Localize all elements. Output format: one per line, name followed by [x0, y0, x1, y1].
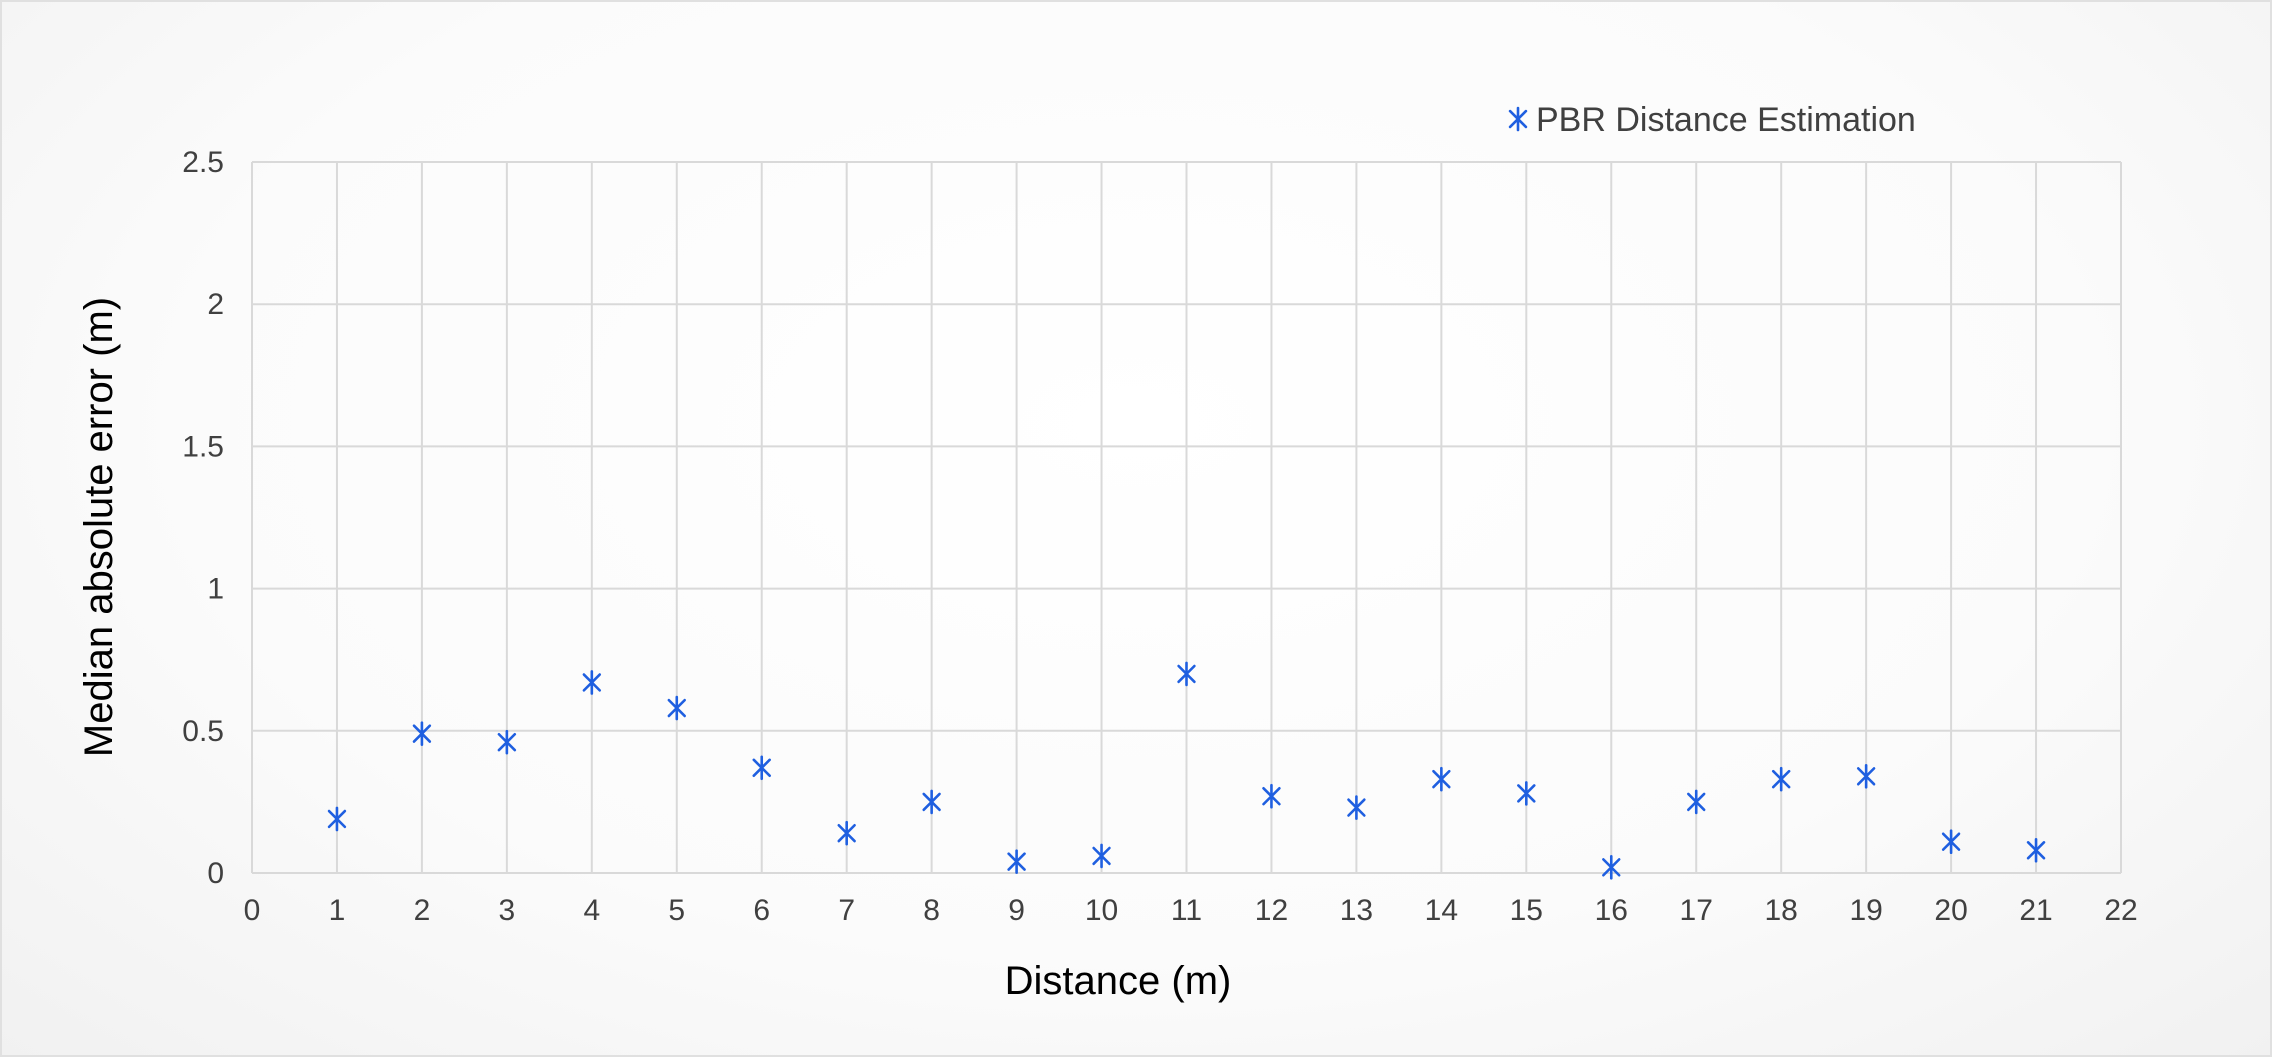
data-point: [1941, 829, 1961, 855]
legend-label: PBR Distance Estimation: [1536, 101, 1916, 139]
data-point: [752, 755, 771, 781]
data-point: [667, 695, 686, 721]
legend: PBR Distance Estimation: [1508, 101, 1916, 139]
x-tick-label: 22: [2104, 894, 2137, 927]
data-point: [327, 806, 347, 832]
data-point: [497, 729, 517, 755]
data-point: [837, 820, 856, 846]
data-point: [1771, 766, 1791, 792]
x-tick-label: 15: [1510, 894, 1543, 927]
y-tick-label: 1.5: [182, 430, 224, 463]
x-tick-labels: 0 1 2 3 4 5 6 7 8 9 10 11 12 13 14 15 16 17 18 19 20 21 22: [244, 894, 2138, 927]
legend-marker-icon: [1508, 106, 1528, 132]
data-point: [412, 721, 432, 746]
y-tick-label: 0: [207, 857, 224, 890]
x-tick-label: 12: [1255, 894, 1288, 927]
data-point: [1007, 849, 1026, 874]
y-tick-label: 0.5: [182, 715, 224, 748]
x-tick-label: 5: [668, 894, 685, 927]
x-tick-label: 8: [923, 894, 940, 927]
data-point: [1432, 766, 1451, 792]
data-point: [1262, 783, 1281, 809]
data-point: [922, 789, 941, 815]
x-tick-label: 1: [329, 894, 346, 927]
data-point: [1347, 795, 1366, 820]
x-tick-label: 20: [1934, 894, 1967, 927]
grid-layer: [251, 161, 2122, 874]
data-point: [1517, 781, 1536, 806]
x-axis-title: Distance (m): [1005, 959, 1232, 1003]
x-tick-label: 7: [838, 894, 855, 927]
x-tick-label: 3: [499, 894, 516, 927]
x-tick-label: 10: [1085, 894, 1118, 927]
data-point: [2026, 837, 2046, 863]
x-tick-label: 19: [1849, 894, 1882, 927]
x-tick-label: 9: [1008, 894, 1025, 927]
x-tick-label: 6: [753, 894, 770, 927]
x-tick-label: 2: [414, 894, 431, 927]
x-tick-label: 11: [1171, 894, 1202, 927]
data-point: [1602, 855, 1621, 880]
x-tick-label: 0: [244, 894, 261, 927]
x-tick-label: 13: [1340, 894, 1373, 927]
legend-marker: [1508, 106, 1528, 132]
y-tick-label: 2: [207, 288, 224, 321]
y-tick-label: 1: [207, 573, 224, 606]
x-tick-label: 18: [1764, 894, 1797, 927]
data-point: [582, 670, 602, 695]
y-tick-labels: 0 0.5 1 1.5 2 2.5: [182, 146, 224, 890]
data-points: [327, 661, 2046, 880]
x-tick-label: 14: [1425, 894, 1458, 927]
data-point: [1687, 789, 1706, 815]
data-point: [1177, 661, 1196, 687]
x-tick-label: 17: [1680, 894, 1713, 927]
x-tick-label: 21: [2019, 894, 2052, 927]
x-tick-label: 16: [1595, 894, 1628, 927]
data-point: [1856, 764, 1876, 789]
x-tick-label: 4: [583, 894, 600, 927]
data-point: [1092, 843, 1111, 869]
y-axis-title: Median absolute error (m): [77, 297, 121, 757]
y-tick-label: 2.5: [182, 146, 224, 179]
